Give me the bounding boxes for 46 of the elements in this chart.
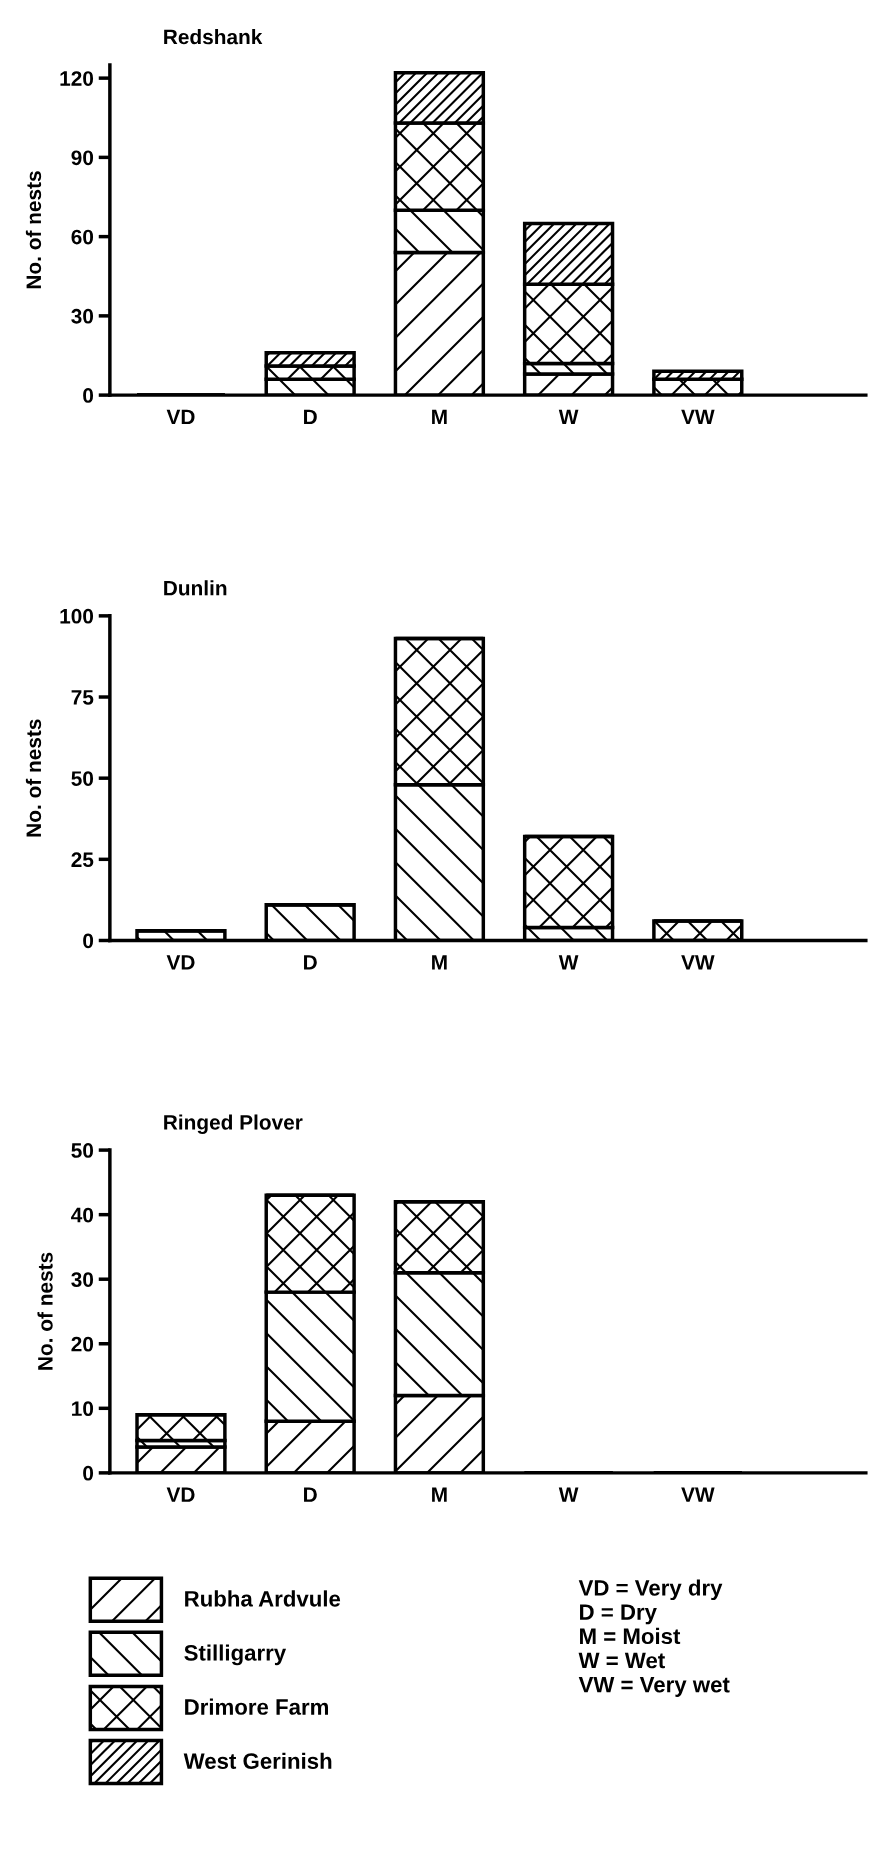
text: VD = Very dry [578, 1579, 723, 1601]
text: M = Moist [580, 1627, 681, 1645]
x-tick-label: M [432, 955, 447, 970]
y-tick-label: 30 [71, 1272, 94, 1287]
x-tick-label: VD [166, 1487, 195, 1502]
x-tick-label: VW [681, 409, 715, 425]
y-tick-label: 10 [72, 1401, 94, 1417]
x-tick-label: M [432, 409, 447, 425]
x-tick-label: VW [681, 955, 715, 970]
y-axis-title: No. of nests [25, 719, 42, 837]
x-tick-label: W [558, 409, 579, 425]
y-tick-label: 25 [71, 852, 94, 868]
text: W = Wet [578, 1652, 665, 1669]
y-tick-label: 0 [83, 1465, 94, 1481]
text: D = Dry [580, 1604, 657, 1625]
legend-label: Stilligarry [184, 1644, 287, 1666]
y-tick-label: 20 [71, 1336, 94, 1352]
y-tick-label: 0 [83, 933, 94, 949]
legend-label: Rubha Ardvule [185, 1590, 341, 1607]
chart-title: Dunlin [164, 580, 227, 596]
y-tick-label: 30 [71, 308, 94, 324]
x-tick-label: D [304, 409, 317, 425]
y-tick-label: 50 [71, 1143, 94, 1158]
chart-title: Ringed Plover [164, 1114, 303, 1134]
y-tick-label: 0 [83, 388, 94, 403]
y-tick-label: 40 [71, 1207, 94, 1223]
y-tick-label: 75 [71, 690, 94, 705]
x-tick-label: VW [681, 1487, 715, 1502]
y-axis-title: No. of nests [25, 171, 42, 289]
x-tick-label: VD [166, 955, 195, 970]
x-tick-label: D [304, 955, 317, 970]
y-tick-label: 50 [71, 771, 94, 786]
legend-label: West Gerinish [183, 1752, 332, 1769]
x-tick-label: D [304, 1487, 317, 1502]
x-tick-label: VD [166, 409, 195, 425]
legend-label: Drimore Farm [185, 1698, 328, 1715]
x-tick-label: W [558, 1487, 579, 1502]
x-tick-label: W [558, 955, 579, 970]
text: VW = Very wet [578, 1677, 730, 1697]
y-axis-title: No. of nests [37, 1252, 53, 1370]
chart-title: Redshank [164, 28, 263, 45]
x-tick-label: M [432, 1487, 447, 1502]
y-tick-label: 100 [60, 608, 94, 624]
y-tick-label: 90 [71, 150, 94, 166]
y-tick-label: 60 [71, 229, 94, 245]
y-tick-label: 120 [60, 71, 94, 86]
